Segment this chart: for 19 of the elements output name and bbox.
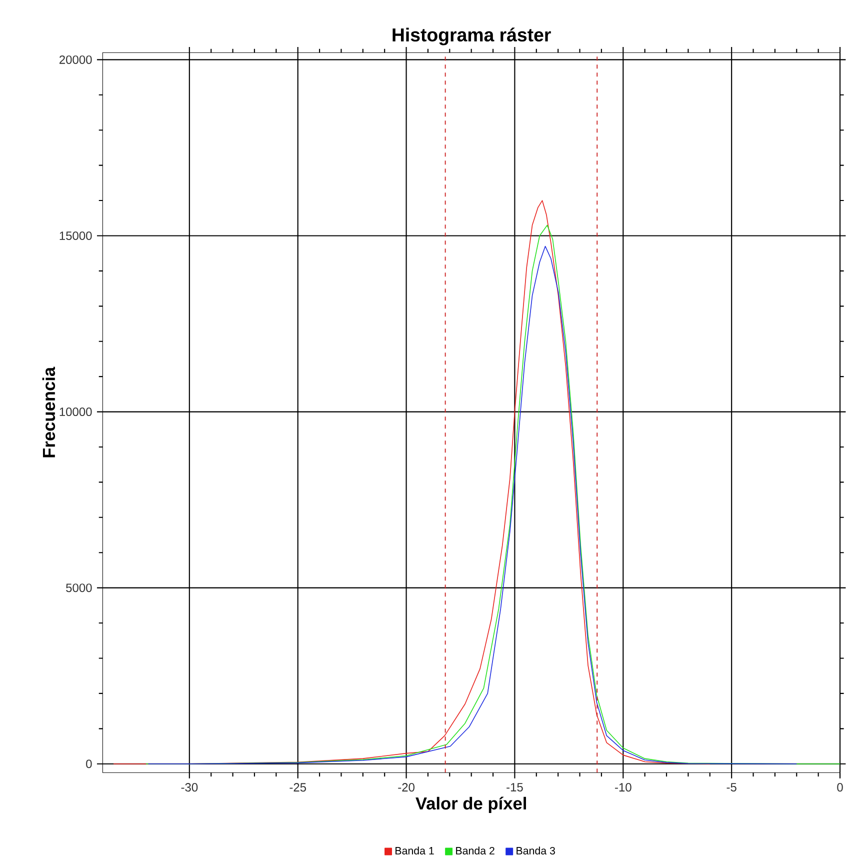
chart-title: Histograma ráster (392, 28, 551, 46)
y-tick-label: 0 (86, 760, 92, 768)
y-tick-label: 10000 (60, 408, 92, 416)
legend-label: Banda 2 (456, 846, 494, 854)
x-tick-label: 0 (837, 783, 843, 792)
x-tick-label: -30 (181, 783, 198, 792)
x-tick-label: -10 (615, 783, 632, 792)
y-tick-label: 5000 (66, 584, 92, 592)
y-axis-title: Frecuencia (42, 366, 56, 458)
x-axis-title: Valor de píxel (416, 796, 526, 814)
legend-label: Banda 3 (516, 846, 555, 854)
y-tick-label: 20000 (60, 55, 92, 64)
x-tick-label: -5 (726, 783, 736, 792)
x-tick-label: -15 (506, 783, 523, 792)
x-tick-label: -20 (398, 783, 414, 792)
y-tick-label: 15000 (60, 231, 92, 240)
x-tick-label: -25 (290, 783, 306, 792)
line-series (113, 200, 710, 764)
legend-label: Banda 1 (396, 846, 434, 854)
